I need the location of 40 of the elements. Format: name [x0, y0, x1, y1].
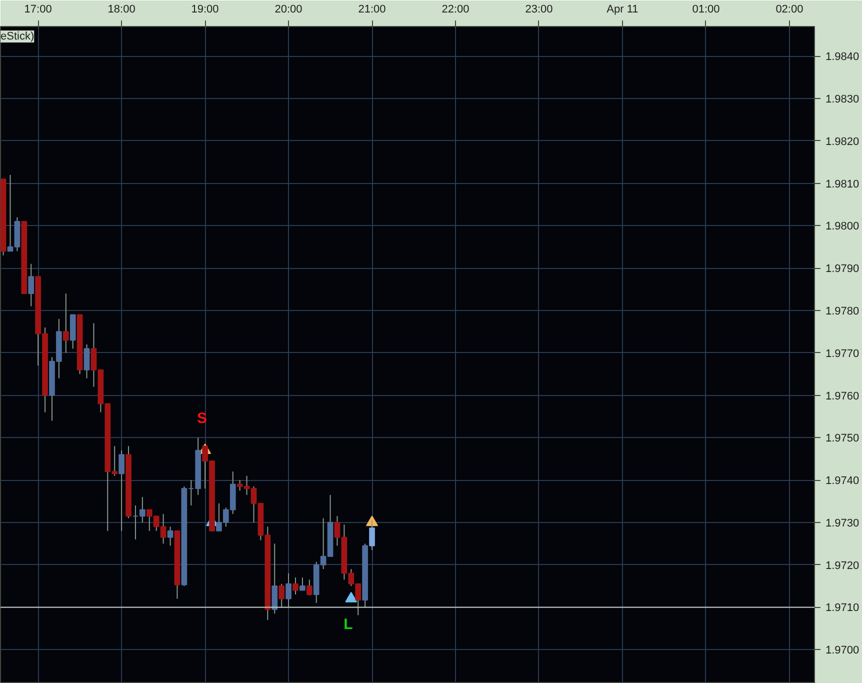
- y-tick-label: 1.9780: [826, 305, 860, 318]
- candlestick: [300, 577, 306, 591]
- y-tick-label: 1.9730: [826, 517, 860, 530]
- x-tick-label: 21:00: [358, 4, 386, 16]
- candlestick: [167, 526, 174, 546]
- candlestick: [84, 344, 90, 379]
- y-tick-label: 1.9700: [826, 644, 860, 657]
- y-tick-label: 1.9750: [826, 432, 860, 445]
- y-tick-label: 1.9720: [826, 560, 860, 572]
- x-tick-label: 18:00: [108, 4, 136, 16]
- candlestick: [272, 543, 278, 614]
- y-tick-label: 1.9760: [826, 390, 860, 402]
- y-tick-label: 1.9790: [826, 263, 860, 276]
- candlestick: [278, 583, 284, 608]
- annotation: L: [344, 616, 353, 634]
- candlestick: [286, 572, 292, 608]
- y-tick-label: 1.9740: [826, 475, 860, 488]
- x-tick-label: 22:00: [442, 4, 470, 16]
- x-tick-label: 23:00: [525, 4, 553, 16]
- candlestick: [28, 263, 34, 307]
- candlestick: [306, 579, 312, 596]
- candlestick: [292, 577, 298, 595]
- y-tick-label: 1.9770: [826, 348, 860, 360]
- y-tick-label: 1.9830: [826, 94, 860, 106]
- x-tick-label: 19:00: [191, 4, 219, 16]
- candlestick: [118, 450, 124, 532]
- x-tick-label: 17:00: [24, 4, 52, 16]
- x-tick-label: 01:00: [692, 4, 720, 16]
- x-tick-label: 02:00: [776, 4, 804, 16]
- candlestick: [62, 293, 69, 354]
- y-tick-label: 1.9810: [826, 178, 860, 190]
- x-tick-label: 20:00: [274, 4, 302, 16]
- y-tick-label: 1.9800: [826, 220, 860, 233]
- annotation: S: [197, 410, 208, 427]
- y-tick-label: 1.9840: [826, 51, 860, 64]
- annotation: eStick): [0, 30, 34, 42]
- y-tick-label: 1.9820: [826, 136, 860, 148]
- x-tick-label: Apr 11: [606, 4, 638, 16]
- candlestick: [369, 520, 375, 550]
- y-tick-label: 1.9710: [826, 602, 860, 614]
